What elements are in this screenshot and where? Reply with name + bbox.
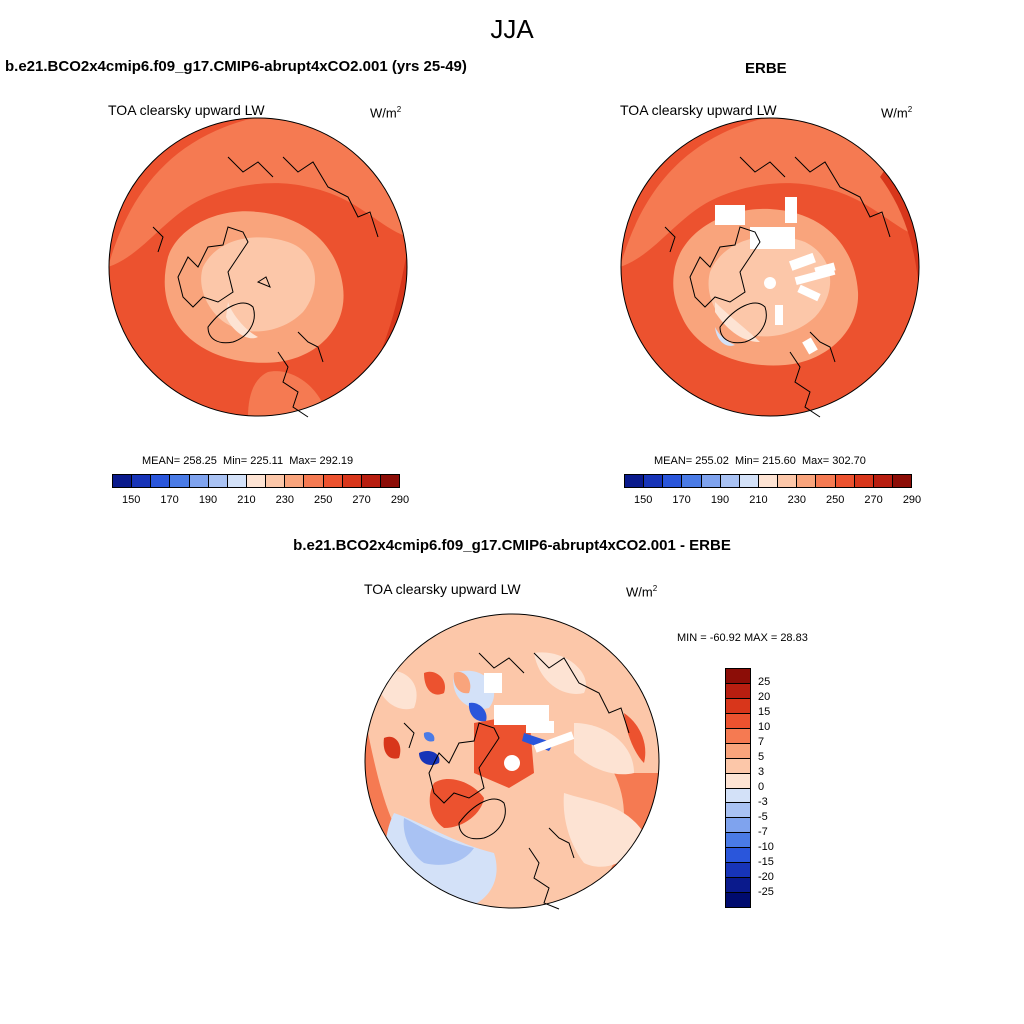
colorbar-tick-label: 25 [758, 676, 771, 688]
colorbar-swatch [323, 475, 343, 487]
model-variable-label: TOA clearsky upward LW [108, 102, 265, 118]
colorbar-tick-label: -15 [758, 856, 774, 868]
colorbar-swatch [778, 475, 798, 487]
colorbar-tick-label: 15 [758, 706, 771, 718]
diff-case-title: b.e21.BCO2x4cmip6.f09_g17.CMIP6-abrupt4x… [293, 537, 731, 554]
obs-polar-map [620, 117, 920, 418]
colorbar-swatch [726, 803, 750, 819]
diff-units-label: W/m2 [626, 584, 658, 600]
colorbar-swatch [266, 475, 286, 487]
colorbar-tick-label: -3 [758, 796, 768, 808]
colorbar-tick-label: 270 [352, 494, 371, 506]
colorbar-swatch [726, 773, 750, 789]
colorbar-swatch [380, 475, 400, 487]
colorbar-swatch [208, 475, 228, 487]
colorbar-tick-label: 3 [758, 766, 765, 778]
colorbar-swatch [726, 669, 750, 684]
colorbar-swatch [726, 878, 750, 894]
colorbar-swatch [170, 475, 190, 487]
obs-case-title: ERBE [745, 60, 787, 77]
season-title: JJA [490, 14, 534, 44]
model-polar-map [108, 117, 408, 418]
colorbar-tick-label: -7 [758, 826, 768, 838]
colorbar-swatch [726, 833, 750, 849]
colorbar-swatch [726, 698, 750, 714]
model-stats: MEAN= 258.25 Min= 225.11 Max= 292.19 [142, 455, 354, 467]
colorbar-swatch [189, 475, 209, 487]
colorbar-swatch [726, 863, 750, 879]
colorbar-swatch [361, 475, 381, 487]
model-colorbar [112, 474, 400, 488]
colorbar-tick-label: 20 [758, 691, 771, 703]
model-units-label: W/m2 [370, 105, 402, 121]
colorbar-swatch [758, 475, 779, 487]
colorbar-swatch [304, 475, 324, 487]
colorbar-tick-label: 290 [902, 494, 922, 506]
colorbar-swatch [816, 475, 836, 487]
colorbar-swatch [854, 475, 874, 487]
colorbar-swatch [726, 713, 750, 729]
colorbar-swatch [835, 475, 855, 487]
colorbar-swatch [739, 475, 759, 487]
colorbar-swatch [720, 475, 740, 487]
colorbar-swatch [726, 788, 750, 804]
colorbar-tick-label: 150 [634, 494, 653, 506]
obs-units-label: W/m2 [881, 105, 913, 121]
colorbar-tick-label: 150 [122, 494, 141, 506]
obs-stats: MEAN= 255.02 Min= 215.60 Max= 302.70 [654, 455, 866, 467]
colorbar-swatch [797, 475, 817, 487]
colorbar-swatch [113, 475, 133, 487]
model-colorbar-ticks: 150 170 190 210 230 250 270 290 [112, 494, 409, 508]
colorbar-tick-label: -25 [758, 886, 774, 898]
colorbar-swatch [285, 475, 305, 487]
colorbar-tick-label: 0 [758, 781, 765, 793]
colorbar-tick-label: 210 [749, 494, 768, 506]
colorbar-swatch [644, 475, 664, 487]
colorbar-tick-label: 190 [710, 494, 730, 506]
colorbar-tick-label: -20 [758, 871, 774, 883]
diff-variable-label: TOA clearsky upward LW [364, 581, 521, 597]
diff-minmax: MIN = -60.92 MAX = 28.83 [677, 632, 808, 644]
colorbar-swatch [726, 893, 750, 907]
colorbar-swatch [682, 475, 702, 487]
colorbar-tick-label: 230 [787, 494, 806, 506]
colorbar-swatch [892, 475, 912, 487]
colorbar-tick-label: 10 [758, 721, 771, 733]
colorbar-tick-label: 290 [390, 494, 410, 506]
colorbar-swatch [726, 683, 750, 699]
colorbar-swatch [342, 475, 362, 487]
colorbar-tick-label: 170 [672, 494, 691, 506]
colorbar-swatch [701, 475, 721, 487]
model-case-title: b.e21.BCO2x4cmip6.f09_g17.CMIP6-abrupt4x… [5, 58, 467, 75]
colorbar-tick-label: 170 [160, 494, 179, 506]
colorbar-tick-label: 210 [237, 494, 256, 506]
colorbar-tick-label: 250 [826, 494, 845, 506]
colorbar-swatch [726, 848, 750, 864]
colorbar-tick-label: -10 [758, 841, 774, 853]
colorbar-tick-label: 230 [275, 494, 294, 506]
colorbar-tick-label: -5 [758, 811, 768, 823]
diff-colorbar [725, 668, 751, 908]
diff-polar-map [364, 613, 660, 910]
colorbar-swatch [726, 743, 750, 759]
colorbar-swatch [246, 475, 267, 487]
diff-colorbar-ticks: 25 20 15 10 7 5 3 0 -3 -5 -7 -10 -15 -20 -25 [756, 668, 796, 908]
colorbar-swatch [873, 475, 893, 487]
colorbar-swatch [132, 475, 152, 487]
obs-colorbar-ticks: 150 170 190 210 230 250 270 290 [624, 494, 921, 508]
colorbar-tick-label: 190 [198, 494, 218, 506]
colorbar-tick-label: 5 [758, 751, 765, 763]
colorbar-swatch [726, 758, 750, 774]
colorbar-swatch [227, 475, 247, 487]
colorbar-tick-label: 270 [864, 494, 883, 506]
colorbar-swatch [726, 728, 750, 744]
colorbar-swatch [625, 475, 645, 487]
colorbar-swatch [726, 818, 750, 834]
colorbar-tick-label: 250 [314, 494, 333, 506]
obs-variable-label: TOA clearsky upward LW [620, 102, 777, 118]
colorbar-swatch [663, 475, 683, 487]
obs-colorbar [624, 474, 912, 488]
colorbar-tick-label: 7 [758, 736, 765, 748]
colorbar-swatch [151, 475, 171, 487]
